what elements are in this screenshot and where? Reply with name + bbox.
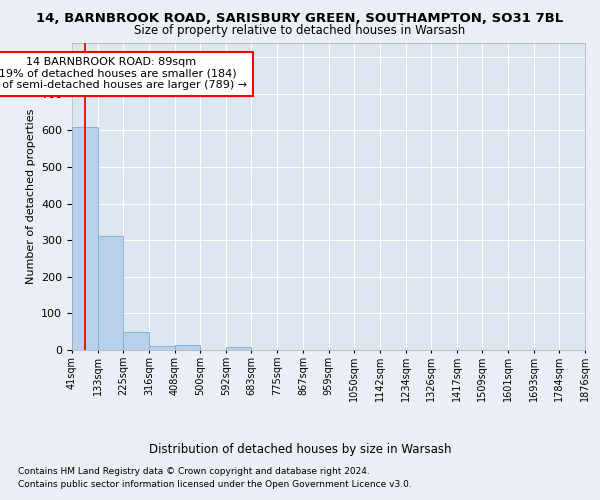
- Y-axis label: Number of detached properties: Number of detached properties: [26, 108, 35, 284]
- Text: Distribution of detached houses by size in Warsash: Distribution of detached houses by size …: [149, 442, 451, 456]
- Text: Contains HM Land Registry data © Crown copyright and database right 2024.: Contains HM Land Registry data © Crown c…: [18, 468, 370, 476]
- Bar: [175, 345, 200, 350]
- Bar: [98, 236, 124, 350]
- Text: 14 BARNBROOK ROAD: 89sqm
← 19% of detached houses are smaller (184)
80% of semi-: 14 BARNBROOK ROAD: 89sqm ← 19% of detach…: [0, 57, 247, 90]
- Text: Size of property relative to detached houses in Warsash: Size of property relative to detached ho…: [134, 24, 466, 37]
- Bar: [124, 332, 149, 350]
- Bar: [149, 346, 175, 350]
- Text: Contains public sector information licensed under the Open Government Licence v3: Contains public sector information licen…: [18, 480, 412, 489]
- Text: 14, BARNBROOK ROAD, SARISBURY GREEN, SOUTHAMPTON, SO31 7BL: 14, BARNBROOK ROAD, SARISBURY GREEN, SOU…: [37, 12, 563, 26]
- Bar: [72, 128, 98, 350]
- Bar: [226, 347, 251, 350]
